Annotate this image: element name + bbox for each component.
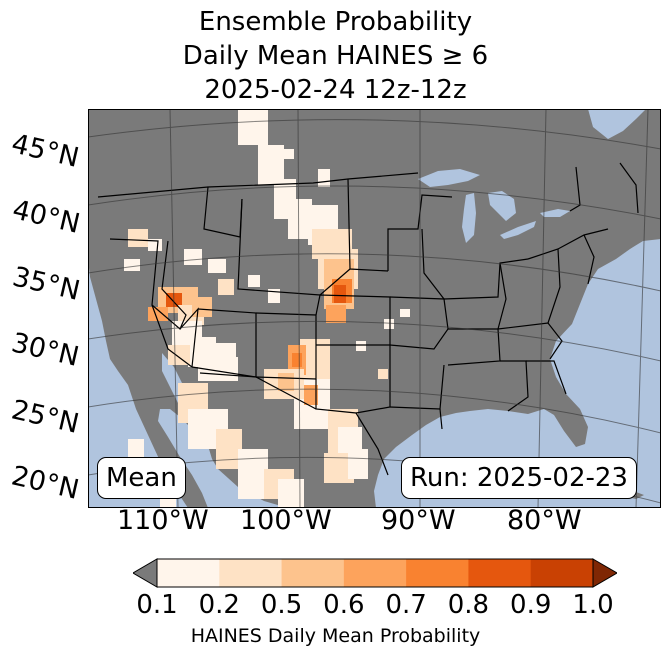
probability-cell: [184, 249, 202, 265]
probability-cell: [268, 289, 280, 303]
lat-label-35: 35°N: [9, 261, 83, 307]
probability-cell: [326, 305, 346, 323]
run-label: Run: 2025-02-23: [401, 457, 637, 499]
probability-cell: [128, 229, 148, 247]
map-canvas: [88, 109, 661, 508]
lat-label-45: 45°N: [8, 128, 82, 174]
lon-label-80: 80°W: [507, 505, 582, 536]
probability-cell: [258, 145, 284, 185]
probability-cell: [356, 341, 366, 351]
colorbar-tick-label: 0.6: [323, 590, 365, 620]
probability-cell: [124, 259, 140, 271]
colorbar: [133, 558, 617, 588]
colorbar-tick-label: 0.8: [447, 590, 490, 620]
title-line-3: 2025-02-24 12z-12z: [204, 75, 467, 105]
colorbar-frame: [156, 558, 594, 588]
colorbar-tick-label: 0.2: [198, 590, 240, 620]
lake-superior: [418, 169, 480, 187]
colorbar-over-arrow: [592, 558, 617, 588]
colorbar-bin: [219, 559, 283, 587]
lat-label-30: 30°N: [8, 327, 82, 373]
probability-cell: [168, 345, 190, 365]
probability-cell: [238, 109, 268, 145]
lon-label-90: 90°W: [381, 505, 456, 536]
probability-cell: [278, 373, 294, 391]
lon-label-100: 100°W: [240, 505, 332, 536]
colorbar-bin: [281, 559, 345, 587]
lat-label-20: 20°N: [8, 460, 82, 506]
probability-cell: [208, 259, 226, 273]
probability-cell: [318, 169, 330, 187]
title-line-2: Daily Mean HAINES ≥ 6: [182, 41, 489, 71]
lake-michigan: [462, 193, 476, 243]
probability-cell: [284, 149, 294, 159]
lake-huron: [488, 191, 516, 221]
colorbar-under-arrow: [133, 558, 158, 588]
probability-cell: [378, 369, 388, 379]
probability-cell: [348, 449, 368, 479]
colorbar-bin: [406, 559, 469, 587]
probability-cell: [218, 279, 234, 295]
colorbar-bin: [530, 559, 594, 587]
colorbar-bin: [343, 559, 407, 587]
lat-label-40: 40°N: [9, 194, 83, 240]
probability-cell: [334, 285, 346, 303]
lake-ontario: [540, 209, 570, 217]
probability-cell: [248, 275, 260, 287]
probability-cell: [238, 449, 268, 499]
probability-cell: [148, 307, 168, 321]
probability-cell: [292, 353, 302, 367]
probability-cell: [192, 297, 212, 317]
lat-label-25: 25°N: [8, 394, 82, 440]
mean-label: Mean: [97, 457, 186, 499]
colorbar-tick-label: 0.7: [385, 590, 427, 620]
map-frame: [88, 109, 661, 508]
land-north-america: [88, 109, 661, 508]
lake-erie: [500, 221, 536, 239]
colorbar-tick-label: 1.0: [572, 590, 614, 620]
colorbar-label: HAINES Daily Mean Probability: [190, 625, 481, 647]
colorbar-tick-label: 0.1: [136, 590, 178, 620]
title-line-1: Ensemble Probability: [198, 7, 473, 37]
colorbar-tick-label: 0.5: [260, 590, 303, 620]
colorbar-bin: [468, 559, 532, 587]
probability-cell: [384, 319, 394, 329]
probability-cell: [400, 309, 410, 317]
lon-label-110: 110°W: [117, 505, 209, 536]
probability-cell: [216, 429, 242, 469]
probability-cell: [304, 385, 318, 405]
colorbar-bin: [157, 559, 220, 587]
colorbar-tick-label: 0.9: [510, 590, 552, 620]
